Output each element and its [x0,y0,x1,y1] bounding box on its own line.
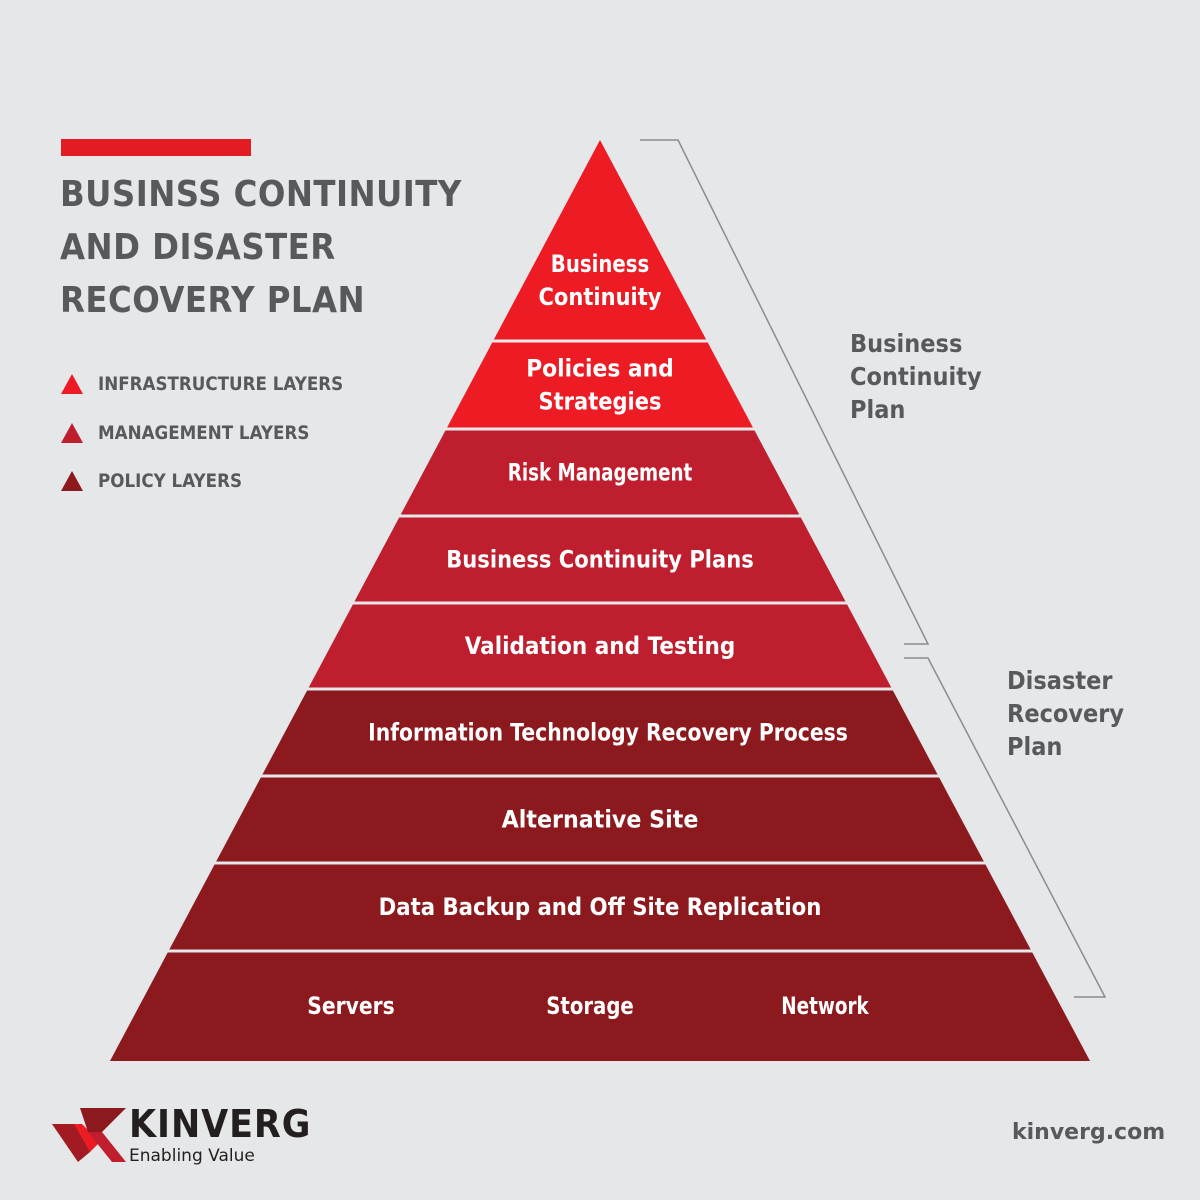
title-line-3: RECOVERY PLAN [60,280,366,321]
drp-label-line: Disaster [1007,666,1113,695]
pyramid-layer-label: Storage [546,992,634,1020]
pyramid-layer-validation-testing [308,604,892,688]
title-line-1: BUSINSS CONTINUITY [60,174,462,215]
page-title: BUSINSS CONTINUITY AND DISASTER RECOVERY… [60,168,462,327]
pyramid-layer-risk-management [400,430,800,515]
pyramid-layer-label: Servers [307,992,395,1020]
pyramid-layer-label: Network [781,992,869,1020]
pyramid-layer-label: Strategies [539,388,662,416]
kinverg-logo: KINVERG Enabling Value [52,1104,327,1166]
legend-label: MANAGEMENT LAYERS [98,421,310,444]
pyramid-layer-data-backup [169,864,1031,950]
title-line-2: AND DISASTER [60,227,336,268]
pyramid-layer-policies-strategies [447,342,753,428]
chevron-arrow-icon [52,1104,127,1164]
website-link[interactable]: kinverg.com [1012,1120,1166,1145]
pyramid-layer-label: Information Technology Recovery Process [368,719,848,747]
legend-item-infrastructure: INFRASTRUCTURE LAYERS [61,370,377,398]
pyramid-layer-label: Validation and Testing [465,632,736,660]
pyramid-layer-alternative-site [216,777,984,862]
legend-label: INFRASTRUCTURE LAYERS [98,373,344,395]
pyramid-layer-label: Risk Management [508,459,693,487]
brand-name: KINVERG [129,1102,312,1146]
pyramid-layer-business-continuity-plans [354,517,846,602]
pyramid-layer-it-recovery-process [262,690,938,775]
bcp-label-line: Business [850,329,963,358]
disaster-recovery-plan-label: Disaster Recovery Plan [1007,664,1124,763]
drp-bracket [904,657,1107,998]
bcp-bracket [640,139,930,645]
bcp-label-line: Continuity [850,362,982,391]
pyramid-layer-label: Alternative Site [502,806,699,834]
legend-label: POLICY LAYERS [98,470,242,492]
triangle-icon [61,471,83,491]
triangle-icon [61,422,83,443]
legend-item-management: MANAGEMENT LAYERS [61,419,377,447]
pyramid-layer-label: Continuity [539,283,662,311]
legend: INFRASTRUCTURE LAYERS MANAGEMENT LAYERS … [61,370,377,516]
pyramid-layer-infrastructure-base [110,952,1090,1061]
pyramid-layer-business-continuity [493,140,707,340]
title-accent-bar [61,139,251,156]
pyramid-layer-label: Business Continuity Plans [446,546,754,574]
brand-tagline: Enabling Value [129,1146,255,1166]
bcp-label-line: Plan [850,395,906,424]
drp-label-line: Recovery [1007,699,1125,728]
drp-label-line: Plan [1007,732,1063,761]
pyramid-layer-label: Data Backup and Off Site Replication [379,893,822,921]
pyramid-layer-label: Business [551,250,649,278]
triangle-icon [61,374,83,394]
legend-item-policy: POLICY LAYERS [61,467,377,495]
pyramid-layer-label: Policies and [526,355,674,383]
business-continuity-plan-label: Business Continuity Plan [850,327,982,426]
